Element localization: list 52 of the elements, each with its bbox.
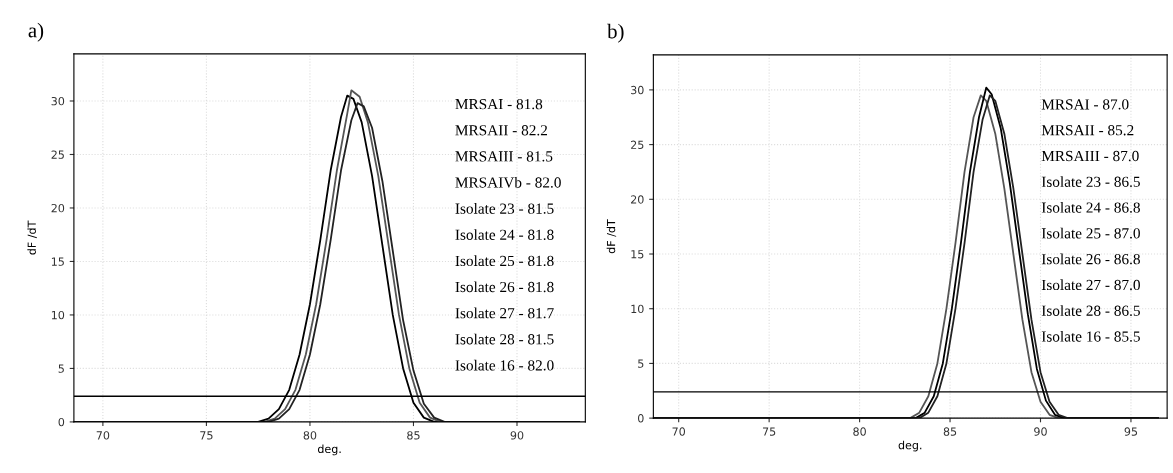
- x-tick-label: 70: [672, 427, 686, 436]
- annotation: MRSAIII - 87.0: [1041, 150, 1139, 162]
- annotation: Isolate 27 - 87.0: [1041, 279, 1140, 291]
- y-tick-label: 20: [631, 195, 644, 204]
- annotation: MRSAIVb - 82.0: [455, 176, 561, 188]
- x-tick-label: 80: [303, 431, 317, 440]
- y-tick-label: 5: [58, 364, 64, 373]
- annotation: Isolate 24 - 86.8: [1041, 201, 1140, 213]
- x-axis-title: deg.: [317, 444, 341, 456]
- y-axis-title: dF /dT: [606, 219, 617, 254]
- y-tick-label: 10: [51, 310, 65, 320]
- x-tick-label: 75: [200, 431, 213, 440]
- y-tick-label: 15: [51, 257, 64, 266]
- x-tick-label: 80: [853, 427, 866, 436]
- x-tick-label: 90: [1034, 427, 1047, 436]
- annotation: Isolate 24 - 81.8: [455, 229, 554, 240]
- annotation: Isolate 23 - 81.5: [455, 203, 554, 214]
- annotation: Isolate 28 - 86.5: [1041, 305, 1140, 316]
- annotation: Isolate 25 - 81.8: [455, 255, 554, 267]
- annotation: Isolate 26 - 86.8: [1041, 253, 1140, 265]
- y-tick-label: 25: [631, 140, 644, 149]
- chart-title: b): [607, 23, 624, 43]
- annotation: Isolate 27 - 81.7: [455, 307, 554, 319]
- y-tick-label: 20: [51, 203, 65, 213]
- x-tick-label: 90: [510, 431, 524, 440]
- y-tick-label: 15: [631, 250, 644, 259]
- x-tick-label: 95: [1124, 427, 1138, 436]
- x-tick-label: 85: [407, 431, 420, 440]
- annotation: MRSAII - 85.2: [1041, 125, 1134, 136]
- annotation: MRSAIII - 81.5: [455, 151, 553, 162]
- annotation: Isolate 28 - 81.5: [455, 333, 554, 345]
- y-tick-label: 25: [51, 150, 64, 159]
- y-tick-label: 0: [638, 414, 644, 423]
- annotation: Isolate 25 - 87.0: [1041, 227, 1140, 239]
- x-tick-label: 85: [943, 427, 957, 436]
- y-tick-label: 5: [638, 359, 644, 368]
- annotation: Isolate 26 - 81.8: [455, 281, 554, 293]
- y-tick-label: 0: [58, 417, 65, 427]
- annotation: MRSAI - 87.0: [1041, 99, 1129, 110]
- annotation: Isolate 23 - 86.5: [1041, 176, 1140, 187]
- annotation: Isolate 16 - 85.5: [1041, 330, 1140, 342]
- chart-title: a): [28, 22, 44, 42]
- x-tick-label: 70: [96, 431, 110, 440]
- annotation: MRSAI - 81.8: [455, 98, 543, 110]
- x-tick-label: 75: [762, 427, 776, 436]
- annotation: Isolate 16 - 82.0: [455, 359, 554, 371]
- annotation: MRSAII - 82.2: [455, 125, 548, 136]
- x-axis-title: deg.: [898, 440, 922, 452]
- y-tick-label: 30: [51, 96, 65, 106]
- y-tick-label: 10: [631, 304, 644, 314]
- y-axis-title: dF /dT: [27, 220, 37, 255]
- y-tick-label: 30: [631, 85, 644, 95]
